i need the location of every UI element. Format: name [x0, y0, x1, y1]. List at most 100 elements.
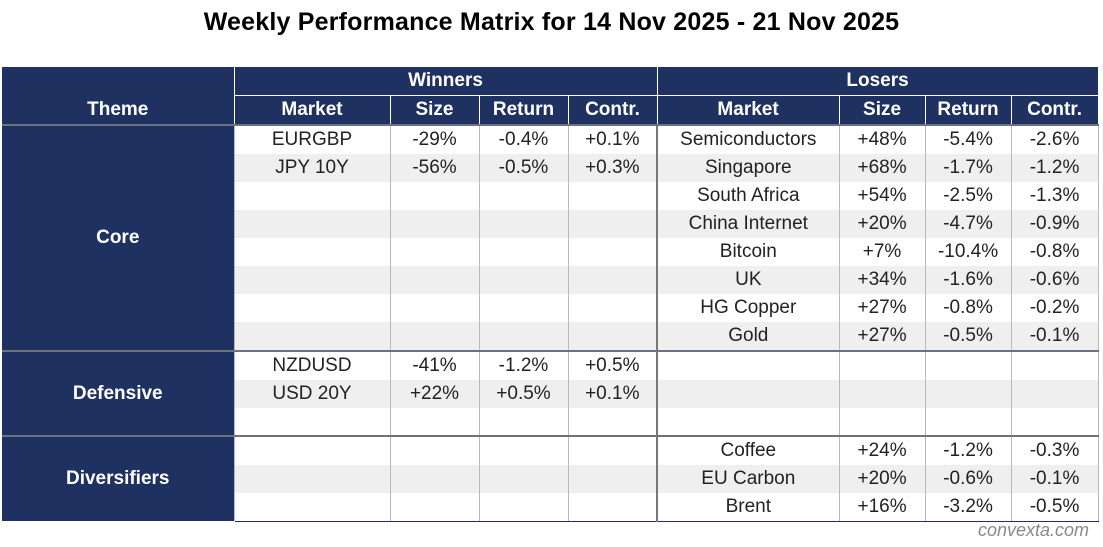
- cell-winners-contr: [567, 266, 658, 294]
- cell-winners-return: [478, 238, 569, 266]
- cell-losers-return: -1.2%: [924, 435, 1012, 465]
- cell-losers-contr: -0.9%: [1010, 210, 1099, 238]
- cell-losers-size: +7%: [838, 238, 926, 266]
- cell-losers-size: [838, 380, 926, 408]
- cell-losers-size: +27%: [838, 322, 926, 351]
- cell-losers-contr: [1010, 408, 1099, 436]
- cell-winners-return: -1.2%: [478, 350, 569, 380]
- cell-losers-size: [838, 408, 926, 436]
- cell-losers-contr: -1.2%: [1010, 154, 1099, 182]
- table-row: South Africa +54% -2.5% -1.3%: [2, 182, 1099, 210]
- cell-losers-return: -1.6%: [924, 266, 1012, 294]
- table-row: Diversifiers Coffee +24% -1.2% -0.3%: [2, 435, 1099, 522]
- cell-winners-market: [233, 408, 391, 436]
- cell-winners-size: [389, 238, 480, 266]
- header-losers: Losers: [656, 67, 1099, 96]
- cell-losers-market: [656, 350, 840, 380]
- cell-losers-contr: [1010, 380, 1099, 408]
- header-winners-contr: Contr.: [567, 95, 658, 125]
- cell-losers-market: [656, 380, 840, 408]
- cell-winners-return: -0.5%: [478, 154, 569, 182]
- cell-winners-contr: [567, 435, 658, 465]
- cell-losers-return: -1.7%: [924, 154, 1012, 182]
- cell-winners-market: [233, 294, 391, 322]
- header-losers-contr: Contr.: [1010, 95, 1099, 125]
- header-winners-size: Size: [389, 95, 480, 125]
- cell-winners-size: [389, 493, 480, 522]
- cell-losers-contr: -0.2%: [1010, 294, 1099, 322]
- cell-winners-return: [478, 182, 569, 210]
- cell-winners-size: [389, 408, 480, 436]
- cell-losers-contr: -0.1%: [1010, 465, 1099, 493]
- cell-losers-size: +16%: [838, 493, 926, 522]
- cell-winners-return: [478, 493, 569, 522]
- header-theme: Theme: [2, 67, 235, 125]
- cell-winners-size: -29%: [389, 124, 480, 154]
- header-losers-size: Size: [838, 95, 926, 125]
- cell-losers-return: [924, 408, 1012, 436]
- cell-losers-size: +27%: [838, 294, 926, 322]
- cell-losers-contr: -1.3%: [1010, 182, 1099, 210]
- cell-losers-contr: -0.5%: [1010, 493, 1099, 522]
- table-row: [2, 408, 1099, 436]
- cell-losers-market: Bitcoin: [656, 238, 840, 266]
- header-winners-return: Return: [478, 95, 569, 125]
- cell-winners-size: [389, 210, 480, 238]
- cell-winners-market: USD 20Y: [233, 380, 391, 408]
- cell-losers-market: Gold: [656, 322, 840, 351]
- cell-winners-contr: [567, 408, 658, 436]
- theme-core: Core: [2, 124, 234, 352]
- table-row: UK +34% -1.6% -0.6%: [2, 266, 1099, 294]
- cell-winners-size: [389, 435, 480, 465]
- cell-losers-market: HG Copper: [656, 294, 840, 322]
- cell-losers-size: +48%: [838, 124, 926, 154]
- cell-winners-contr: [567, 294, 658, 322]
- cell-losers-market: Brent: [656, 493, 840, 522]
- cell-winners-market: [233, 435, 391, 465]
- cell-losers-contr: -0.3%: [1010, 435, 1099, 465]
- cell-winners-size: -56%: [389, 154, 480, 182]
- performance-matrix-table: Theme Winners Losers Market Size Return …: [2, 67, 1099, 522]
- page-title: Weekly Performance Matrix for 14 Nov 202…: [203, 8, 900, 36]
- cell-winners-contr: +0.1%: [567, 380, 658, 408]
- cell-winners-market: [233, 210, 391, 238]
- cell-losers-contr: [1010, 350, 1099, 380]
- table-row: Bitcoin +7% -10.4% -0.8%: [2, 238, 1099, 266]
- cell-winners-return: [478, 465, 569, 493]
- cell-losers-market: EU Carbon: [656, 465, 840, 493]
- cell-losers-market: China Internet: [656, 210, 840, 238]
- cell-winners-market: [233, 238, 391, 266]
- cell-winners-market: JPY 10Y: [233, 154, 391, 182]
- matrix-body: Core EURGBP -29% -0.4% +0.1% Semiconductors +4…: [2, 124, 1099, 522]
- header-losers-return: Return: [924, 95, 1012, 125]
- cell-losers-size: +20%: [838, 465, 926, 493]
- cell-winners-size: +22%: [389, 380, 480, 408]
- cell-losers-return: -0.5%: [924, 322, 1012, 351]
- table-row: China Internet +20% -4.7% -0.9%: [2, 210, 1099, 238]
- cell-losers-size: +20%: [838, 210, 926, 238]
- theme-defensive: Defensive: [2, 350, 234, 437]
- cell-losers-return: -5.4%: [924, 124, 1012, 154]
- cell-winners-return: [478, 322, 569, 351]
- cell-losers-return: -10.4%: [924, 238, 1012, 266]
- table-row: EU Carbon +20% -0.6% -0.1%: [2, 465, 1099, 493]
- table-row: HG Copper +27% -0.8% -0.2%: [2, 294, 1099, 322]
- theme-diversifiers: Diversifiers: [2, 435, 234, 522]
- table-row: Brent +16% -3.2% -0.5%: [2, 493, 1099, 522]
- cell-winners-contr: +0.3%: [567, 154, 658, 182]
- cell-losers-size: +24%: [838, 435, 926, 465]
- cell-winners-return: [478, 435, 569, 465]
- header-winners-market: Market: [233, 95, 391, 125]
- cell-winners-return: [478, 294, 569, 322]
- cell-winners-contr: [567, 238, 658, 266]
- cell-winners-market: [233, 182, 391, 210]
- cell-winners-contr: [567, 493, 658, 522]
- cell-winners-market: [233, 493, 391, 522]
- cell-losers-return: [924, 380, 1012, 408]
- cell-winners-contr: +0.1%: [567, 124, 658, 154]
- cell-losers-return: -0.8%: [924, 294, 1012, 322]
- cell-losers-return: -0.6%: [924, 465, 1012, 493]
- cell-losers-size: [838, 350, 926, 380]
- cell-losers-return: [924, 350, 1012, 380]
- cell-losers-return: -4.7%: [924, 210, 1012, 238]
